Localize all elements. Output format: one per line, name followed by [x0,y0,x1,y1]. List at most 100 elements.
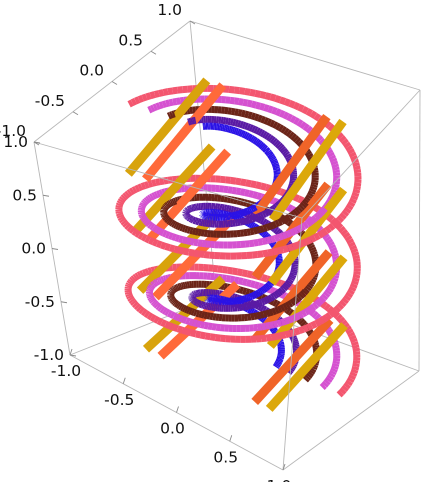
helix-2-segment [268,222,275,230]
helix-4-segment [339,319,348,327]
helix-3-segment [145,220,152,228]
helix-0-segment [261,286,267,293]
helix-4-segment [220,175,226,184]
helix-2-segment [285,129,293,138]
helix-3-segment [255,101,262,110]
helix-4-segment [275,332,282,341]
helix-0-segment [269,156,277,162]
helix-1-segment [252,301,257,309]
helix-2-segment [170,298,177,304]
helix-4-segment [147,267,153,275]
stripe-1-2 [267,186,348,286]
helix-3-segment [234,97,240,105]
helix-1-segment [284,280,292,287]
bounding-box-front [33,20,421,471]
z-tick-label: 1.0 [3,133,28,151]
helix-3-segment [311,301,319,310]
helix-3-segment [147,194,153,202]
helix-2-segment [238,286,244,295]
helix-2-segment [230,196,235,204]
helix-2-segment [239,198,245,206]
helix-1-segment [185,214,191,221]
helix-1-segment [273,290,280,299]
helix-1-segment [289,181,297,185]
helix-1-segment [264,296,270,304]
helix-1-segment [271,137,278,145]
helix-4-segment [324,225,332,234]
stripe-2-0 [157,281,241,360]
helix-4-segment [297,195,305,204]
helix-1-segment [243,217,248,225]
helix-4-segment [351,251,360,257]
helix-4-segment [167,87,174,96]
helix-4-segment [183,247,190,256]
helix-2-segment [174,196,179,205]
helix-3-segment [158,101,164,109]
helix-1-segment [277,144,285,151]
helix-0-segment [242,295,247,303]
helix-4-segment [146,312,154,321]
helix-4-segment [305,108,314,117]
helix-3-segment [330,249,339,255]
helix-3-segment [327,284,336,290]
helix-3-segment [271,106,278,115]
helix-2-segment [308,279,316,285]
helix-2-segment [191,227,197,236]
helix-4-segment [144,181,150,189]
helix-4-segment [345,144,354,152]
helix-4-segment [125,292,133,298]
helix-2-segment [168,288,175,295]
helix-1-segment [194,299,200,306]
helix-0-segment [250,308,256,316]
helix-4-segment [228,85,235,94]
helix-4-segment [148,236,155,246]
helix-3-segment [231,186,237,195]
helix-2-segment [175,283,180,291]
helix-0-segment [267,153,275,159]
helix-4-segment [283,98,291,107]
helix-4-segment [257,250,264,258]
helix-3-segment [148,296,156,302]
helix-4-segment [241,269,249,278]
box-edge-back-top [189,20,421,91]
helix-2-segment [262,310,268,318]
helix-2-segment [308,369,316,375]
helix-2-segment [195,309,201,318]
z-tick-label: -1.0 [34,346,64,364]
helix-0-segment [241,130,246,138]
helix-2-segment [173,285,178,292]
helix-4-segment [327,222,336,232]
helix-1-segment [282,283,289,290]
helix-1-segment [184,208,190,214]
helix-4-segment [134,230,142,238]
helix-0-segment [248,293,253,301]
helix-1-segment [278,287,285,294]
helix-2-segment [169,199,174,207]
helix-4-segment [350,248,359,254]
helix-1-segment [263,132,270,140]
helix-1-segment [283,282,291,288]
helix-4-segment [164,320,171,329]
helix-4-segment [309,234,317,243]
helix-3-segment [328,372,336,378]
helix-3-segment [175,313,182,322]
helix-4-segment [124,190,131,198]
helix-4-segment [298,325,305,335]
helix-3-segment [287,315,294,324]
helix-2-segment [305,194,314,200]
helix-0-segment [267,152,274,158]
helix-0-segment [265,149,272,156]
helix-4-segment [236,268,244,277]
helix-2-segment [289,298,296,307]
helix-3-segment [168,98,174,107]
helix-4-segment [116,200,124,206]
helix-4-segment [134,184,141,193]
helix-0-segment [260,229,267,237]
helix-1-segment [258,298,264,307]
helix-0-segment [234,127,239,136]
helix-4-segment [343,206,352,214]
box-edge-bottom-right [282,370,420,471]
helix-4-segment [149,314,157,322]
helix-2-segment [309,248,318,254]
